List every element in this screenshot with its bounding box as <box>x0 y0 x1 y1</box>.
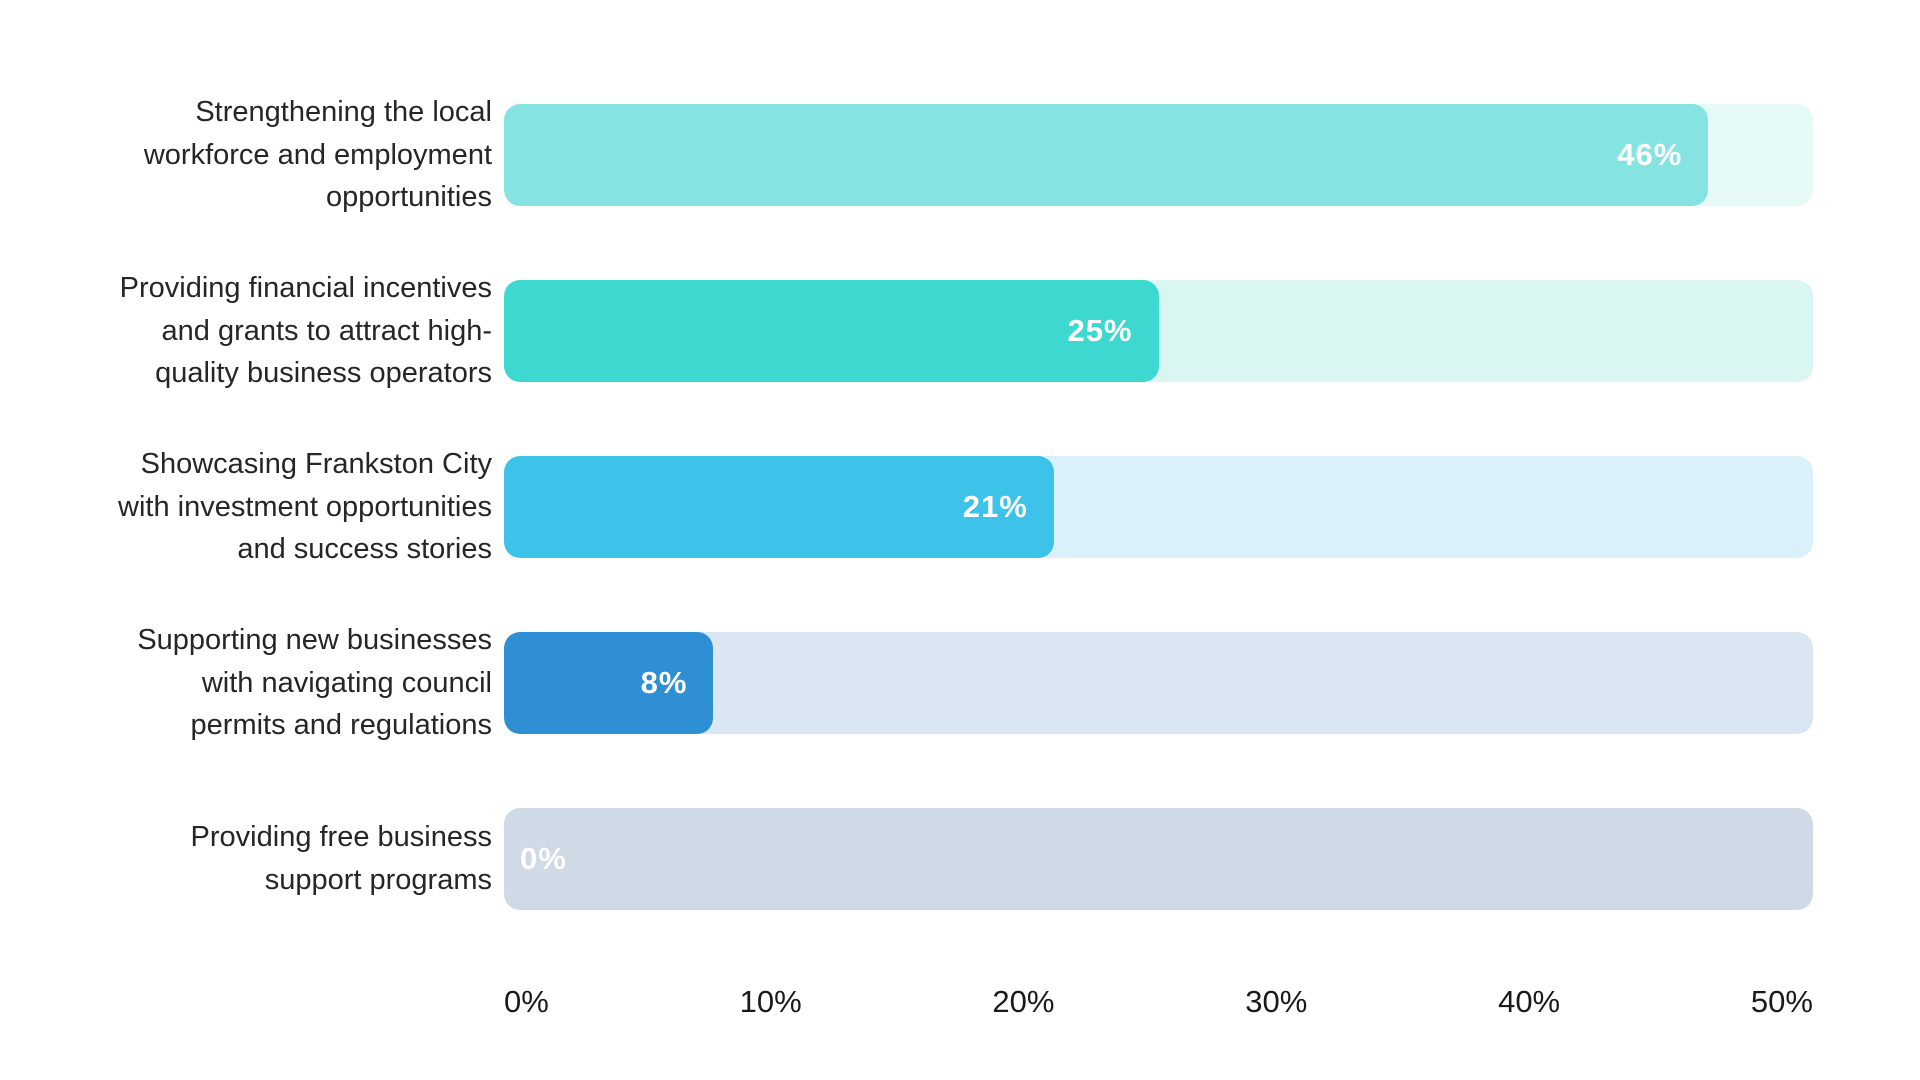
value-label-2: 25% <box>1067 313 1133 348</box>
value-label-5: 0% <box>520 841 567 876</box>
bar-track-3: 21% <box>504 456 1813 558</box>
bar-row-2: Providing financial incentives and grant… <box>30 272 1813 389</box>
bar-fill-5: 0% <box>504 808 567 910</box>
bar-track-2: 25% <box>504 280 1813 382</box>
value-label-1: 46% <box>1617 137 1683 172</box>
bar-fill-3: 21% <box>504 456 1054 558</box>
bar-row-4: Supporting new businesses with navigatin… <box>30 624 1813 741</box>
category-label-5: Providing free business support programs <box>190 821 492 896</box>
bar-row-3: Showcasing Frankston City with investmen… <box>30 448 1813 565</box>
bar-track-1: 46% <box>504 104 1813 206</box>
bar-fill-2: 25% <box>504 280 1159 382</box>
value-label-4: 8% <box>640 665 688 700</box>
category-label-2: Providing financial incentives and grant… <box>119 271 492 390</box>
x-axis-tick-0: 0% <box>504 984 549 1019</box>
value-label-3: 21% <box>962 489 1028 524</box>
category-label-1: Strengthening the local workforce and em… <box>143 95 492 214</box>
x-axis-tick-20: 20% <box>992 984 1055 1019</box>
bar-row-1: Strengthening the local workforce and em… <box>30 96 1813 213</box>
category-label-3: Showcasing Frankston City with investmen… <box>118 447 492 566</box>
x-axis: 0% 10% 20% 30% 40% 50% <box>504 984 1813 1020</box>
x-axis-tick-10: 10% <box>739 984 802 1019</box>
x-axis-tick-50: 50% <box>1750 984 1813 1019</box>
bar-track-4: 8% <box>504 632 1813 734</box>
bar-row-5: Providing free business support programs… <box>30 808 1813 910</box>
bar-fill-4: 8% <box>504 632 714 734</box>
category-label-4: Supporting new businesses with navigatin… <box>137 623 492 742</box>
x-axis-tick-30: 30% <box>1245 984 1308 1019</box>
x-axis-tick-40: 40% <box>1498 984 1561 1019</box>
bar-track-5: 0% <box>504 808 1813 910</box>
bar-fill-1: 46% <box>504 104 1709 206</box>
